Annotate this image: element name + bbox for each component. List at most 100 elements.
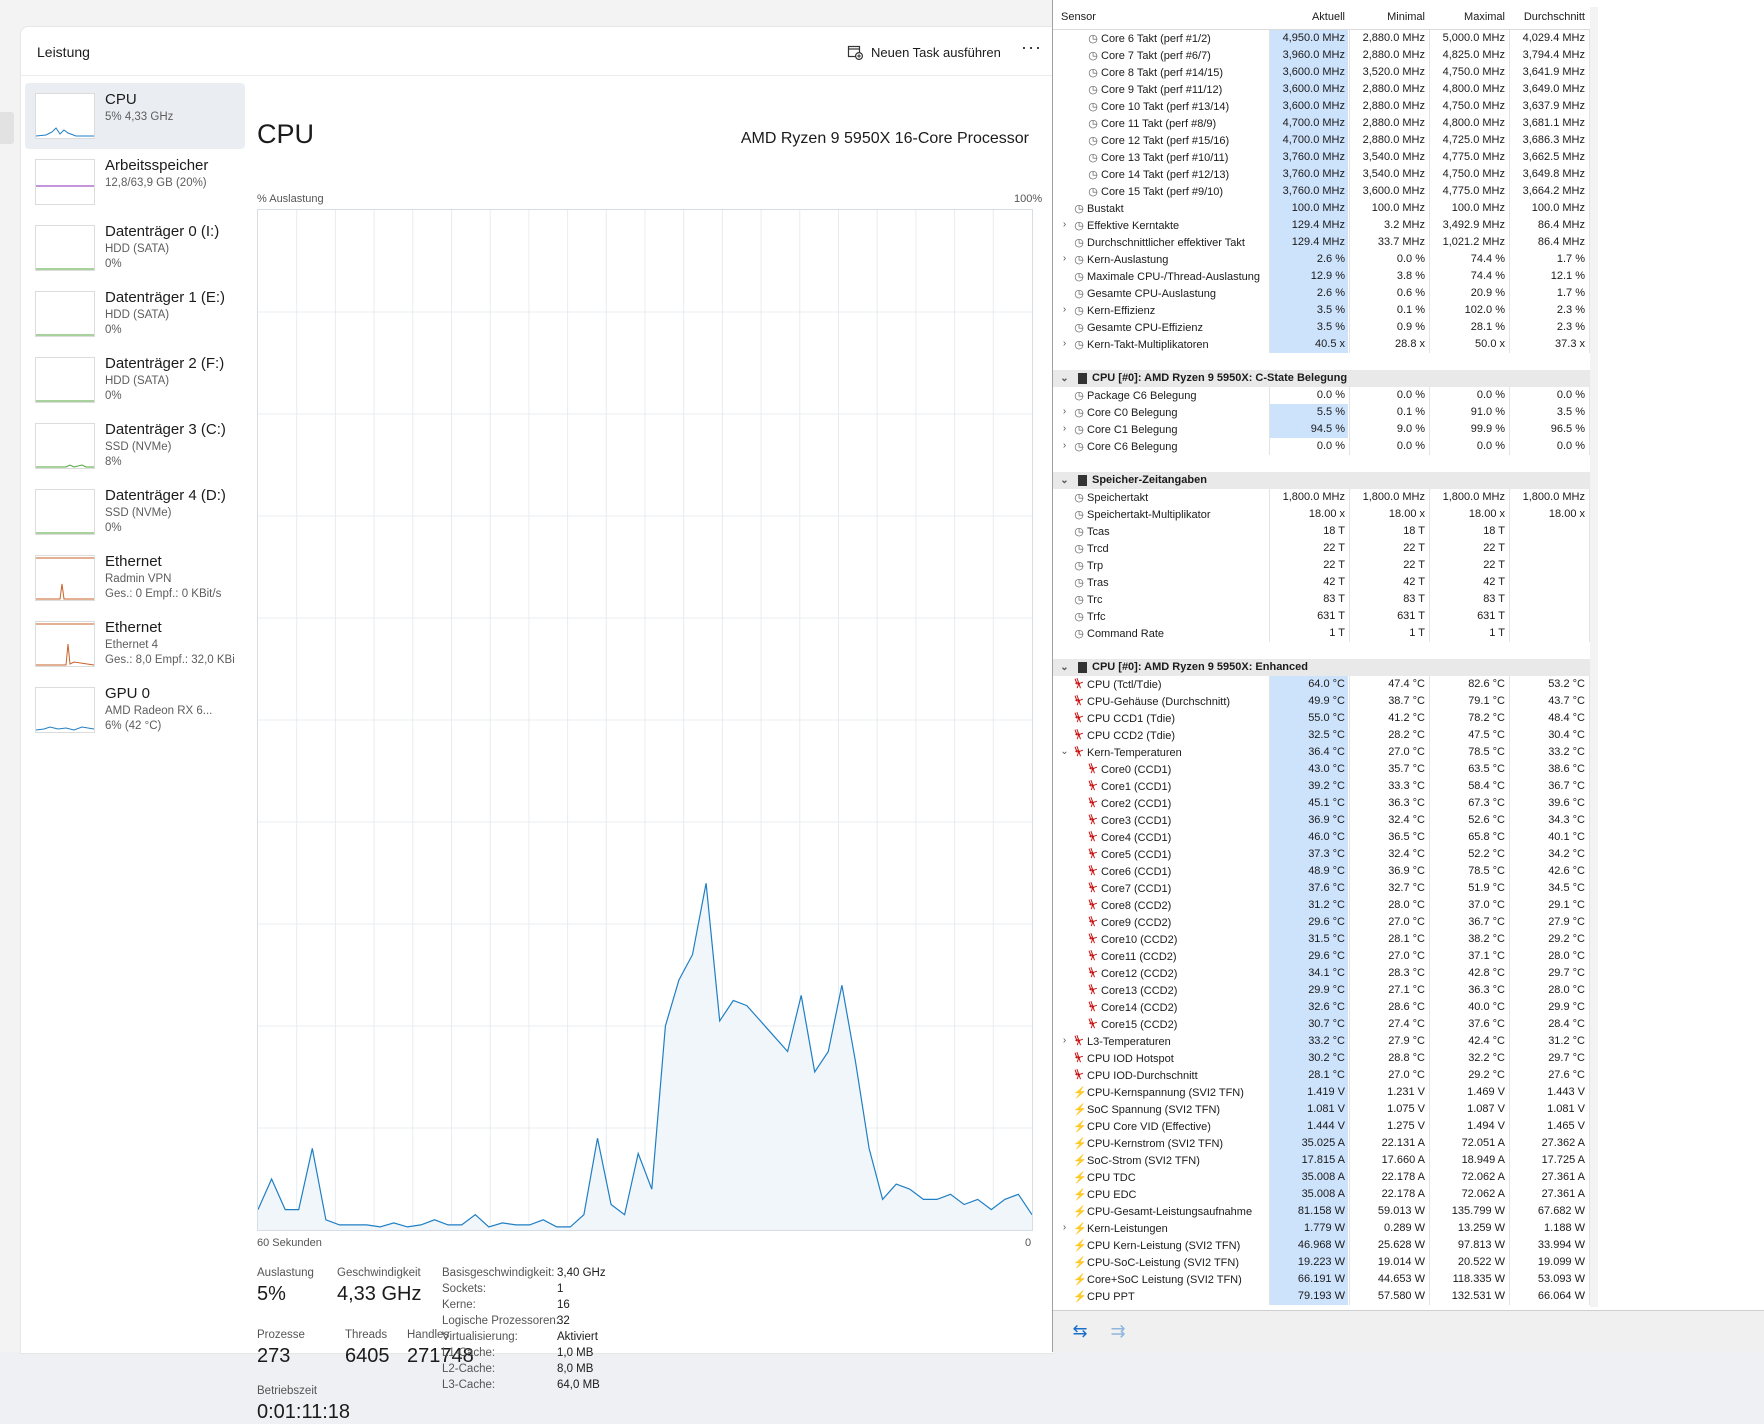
sensor-row[interactable]: › ◷ Kern-Auslastung 2.6 % 0.0 % 74.4 % 1.7 % xyxy=(1053,251,1590,268)
next-layout-button[interactable]: ⇉ xyxy=(1110,1321,1126,1341)
sensor-row[interactable]: ⚡ CPU Kern-Leistung (SVI2 TFN) 46.968 W 25.… xyxy=(1053,1237,1590,1254)
sensor-row[interactable]: ◷ Speichertakt 1,800.0 MHz 1,800.0 MHz 1,800… xyxy=(1053,489,1590,506)
col-avg[interactable]: Durchschnitt xyxy=(1523,11,1585,23)
device-item[interactable]: GPU 0 AMD Radeon RX 6... 6% (42 °C) xyxy=(25,677,245,743)
expand-chevron-icon[interactable]: › xyxy=(1062,440,1067,451)
sensor-row[interactable]: ◷ Tras 42 T 42 T 42 T xyxy=(1053,574,1590,591)
device-item[interactable]: Datenträger 3 (C:) SSD (NVMe) 8% xyxy=(25,413,245,479)
collapse-chevron-icon[interactable]: ⌄ xyxy=(1060,372,1069,384)
sensor-row[interactable]: ◷ Gesamte CPU-Auslastung 2.6 % 0.6 % 20.9 % 1… xyxy=(1053,285,1590,302)
sensor-row[interactable]: › ◷ Core C0 Belegung 5.5 % 0.1 % 91.0 % 3.5 % xyxy=(1053,404,1590,421)
device-item[interactable]: Datenträger 0 (I:) HDD (SATA) 0% xyxy=(25,215,245,281)
sensor-row[interactable]: ◷ Trcd 22 T 22 T 22 T xyxy=(1053,540,1590,557)
sensor-row[interactable]: ⏧ CPU CCD2 (Tdie) 32.5 °C 28.2 °C 47.5 °C 30.… xyxy=(1053,727,1590,744)
sensor-row[interactable]: ◷ Core 14 Takt (perf #12/13) 3,760.0 MHz 3,… xyxy=(1053,166,1590,183)
sensor-row[interactable]: ⌄ ⏧ Kern-Temperaturen 36.4 °C 27.0 °C 78.5 °C… xyxy=(1053,744,1590,761)
sensor-row[interactable]: ⏧ Core1 (CCD1) 39.2 °C 33.3 °C 58.4 °C 36.7 °… xyxy=(1053,778,1590,795)
device-item[interactable]: CPU 5% 4,33 GHz xyxy=(25,83,245,149)
more-options-button[interactable]: ··· xyxy=(1021,37,1042,57)
sensor-row[interactable]: ⚡ CPU-Kernspannung (SVI2 TFN) 1.419 V 1.231… xyxy=(1053,1084,1590,1101)
sensor-row[interactable]: ⚡ CPU TDC 35.008 A 22.178 A 72.062 A 27.361 A xyxy=(1053,1169,1590,1186)
sensor-row[interactable]: ⏧ Core7 (CCD1) 37.6 °C 32.7 °C 51.9 °C 34.5 °… xyxy=(1053,880,1590,897)
sensor-row[interactable]: ⏧ CPU (Tctl/Tdie) 64.0 °C 47.4 °C 82.6 °C 53.… xyxy=(1053,676,1590,693)
sensor-row[interactable]: ⏧ Core15 (CCD2) 30.7 °C 27.4 °C 37.6 °C 28.4 … xyxy=(1053,1016,1590,1033)
sensor-row[interactable]: ⏧ CPU-Gehäuse (Durchschnitt) 49.9 °C 38.7 °… xyxy=(1053,693,1590,710)
sensor-row[interactable]: ⏧ Core10 (CCD2) 31.5 °C 28.1 °C 38.2 °C 29.2 … xyxy=(1053,931,1590,948)
sensor-row[interactable]: ◷ Maximale CPU-/Thread-Auslastung 12.9 % 3.… xyxy=(1053,268,1590,285)
col-max[interactable]: Maximal xyxy=(1464,11,1505,23)
sensor-row[interactable]: ⚡ CPU Core VID (Effective) 1.444 V 1.275 V 1… xyxy=(1053,1118,1590,1135)
device-item[interactable]: Ethernet Radmin VPN Ges.: 0 Empf.: 0 KBit/… xyxy=(25,545,245,611)
sensor-row[interactable]: ⏧ Core13 (CCD2) 29.9 °C 27.1 °C 36.3 °C 28.0 … xyxy=(1053,982,1590,999)
sensor-group-header[interactable]: ⌄ Speicher-Zeitangaben xyxy=(1053,472,1590,489)
collapse-chevron-icon[interactable]: ⌄ xyxy=(1060,474,1069,486)
sensor-row[interactable]: ◷ Core 12 Takt (perf #15/16) 4,700.0 MHz 2,… xyxy=(1053,132,1590,149)
sensor-row[interactable]: ◷ Core 6 Takt (perf #1/2) 4,950.0 MHz 2,880… xyxy=(1053,30,1590,47)
sensor-row[interactable]: ◷ Core 8 Takt (perf #14/15) 3,600.0 MHz 3,5… xyxy=(1053,64,1590,81)
sensor-row[interactable]: ◷ Core 10 Takt (perf #13/14) 3,600.0 MHz 2,… xyxy=(1053,98,1590,115)
sensor-row[interactable]: ⚡ CPU-SoC-Leistung (SVI2 TFN) 19.223 W 19.0… xyxy=(1053,1254,1590,1271)
sensor-row[interactable]: ◷ Core 15 Takt (perf #9/10) 3,760.0 MHz 3,6… xyxy=(1053,183,1590,200)
sensor-row[interactable]: › ◷ Core C6 Belegung 0.0 % 0.0 % 0.0 % 0.0 % xyxy=(1053,438,1590,455)
expand-chevron-icon[interactable]: › xyxy=(1062,1035,1067,1046)
sensor-row[interactable]: ⚡ CPU-Kernstrom (SVI2 TFN) 35.025 A 22.131 … xyxy=(1053,1135,1590,1152)
col-min[interactable]: Minimal xyxy=(1387,11,1425,23)
sensor-row[interactable]: ⚡ SoC-Strom (SVI2 TFN) 17.815 A 17.660 A 18.… xyxy=(1053,1152,1590,1169)
expand-chevron-icon[interactable]: › xyxy=(1062,1222,1067,1233)
expand-chevron-icon[interactable]: › xyxy=(1062,219,1067,230)
sensor-row[interactable]: ◷ Trp 22 T 22 T 22 T xyxy=(1053,557,1590,574)
sensor-group-header[interactable]: ⌄ CPU [#0]: AMD Ryzen 9 5950X: C-State Be… xyxy=(1053,370,1590,387)
sensor-row[interactable]: ⏧ Core5 (CCD1) 37.3 °C 32.4 °C 52.2 °C 34.2 °… xyxy=(1053,846,1590,863)
sensor-row[interactable]: ◷ Package C6 Belegung 0.0 % 0.0 % 0.0 % 0.0 % xyxy=(1053,387,1590,404)
sensor-row[interactable]: ⚡ CPU EDC 35.008 A 22.178 A 72.062 A 27.361 A xyxy=(1053,1186,1590,1203)
sensor-row[interactable]: › ◷ Kern-Takt-Multiplikatoren 40.5 x 28.8 x 5… xyxy=(1053,336,1590,353)
sensor-row[interactable]: ⏧ Core0 (CCD1) 43.0 °C 35.7 °C 63.5 °C 38.6 °… xyxy=(1053,761,1590,778)
sensor-row[interactable]: ⏧ CPU IOD-Durchschnitt 28.1 °C 27.0 °C 29.2 … xyxy=(1053,1067,1590,1084)
sensor-row[interactable]: ⏧ Core14 (CCD2) 32.6 °C 28.6 °C 40.0 °C 29.9 … xyxy=(1053,999,1590,1016)
expand-chevron-icon[interactable]: › xyxy=(1062,423,1067,434)
vertical-scrollbar[interactable] xyxy=(1590,7,1598,1307)
sensor-row[interactable]: ⏧ Core8 (CCD2) 31.2 °C 28.0 °C 37.0 °C 29.1 °… xyxy=(1053,897,1590,914)
sensor-row[interactable]: ⏧ Core9 (CCD2) 29.6 °C 27.0 °C 36.7 °C 27.9 °… xyxy=(1053,914,1590,931)
sensor-row[interactable]: › ⚡ Kern-Leistungen 1.779 W 0.289 W 13.259 W 1… xyxy=(1053,1220,1590,1237)
sensor-row[interactable]: › ⏧ L3-Temperaturen 33.2 °C 27.9 °C 42.4 °C 31… xyxy=(1053,1033,1590,1050)
collapse-chevron-icon[interactable]: ⌄ xyxy=(1060,661,1069,673)
sensor-row[interactable]: ⏧ Core12 (CCD2) 34.1 °C 28.3 °C 42.8 °C 29.7 … xyxy=(1053,965,1590,982)
sensor-row[interactable]: › ◷ Core C1 Belegung 94.5 % 9.0 % 99.9 % 96.5 … xyxy=(1053,421,1590,438)
sensor-row[interactable]: ⏧ Core6 (CCD1) 48.9 °C 36.9 °C 78.5 °C 42.6 °… xyxy=(1053,863,1590,880)
sensor-row[interactable]: › ◷ Kern-Effizienz 3.5 % 0.1 % 102.0 % 2.3 % xyxy=(1053,302,1590,319)
device-item[interactable]: Ethernet Ethernet 4 Ges.: 8,0 Empf.: 32,0 … xyxy=(25,611,245,677)
sensor-row[interactable]: ◷ Durchschnittlicher effektiver Takt 129.4… xyxy=(1053,234,1590,251)
device-item[interactable]: Datenträger 4 (D:) SSD (NVMe) 0% xyxy=(25,479,245,545)
sensor-row[interactable]: ◷ Core 13 Takt (perf #10/11) 3,760.0 MHz 3,… xyxy=(1053,149,1590,166)
expand-chevron-icon[interactable]: › xyxy=(1062,406,1067,417)
sensor-row[interactable]: ◷ Gesamte CPU-Effizienz 3.5 % 0.9 % 28.1 % 2.… xyxy=(1053,319,1590,336)
sensor-row[interactable]: ⏧ Core11 (CCD2) 29.6 °C 27.0 °C 37.1 °C 28.0 … xyxy=(1053,948,1590,965)
sensor-row[interactable]: ◷ Speichertakt-Multiplikator 18.00 x 18.00 … xyxy=(1053,506,1590,523)
device-item[interactable]: Arbeitsspeicher 12,8/63,9 GB (20%) xyxy=(25,149,245,215)
sensor-row[interactable]: ⏧ CPU IOD Hotspot 30.2 °C 28.8 °C 32.2 °C 29.… xyxy=(1053,1050,1590,1067)
sensor-row[interactable]: ◷ Trc 83 T 83 T 83 T xyxy=(1053,591,1590,608)
collapse-expand-button[interactable]: ⇆ xyxy=(1072,1321,1088,1341)
sensor-row[interactable]: ⏧ Core3 (CCD1) 36.9 °C 32.4 °C 52.6 °C 34.3 °… xyxy=(1053,812,1590,829)
sensor-row[interactable]: ◷ Bustakt 100.0 MHz 100.0 MHz 100.0 MHz 100.0… xyxy=(1053,200,1590,217)
nav-selected-tab[interactable] xyxy=(0,112,14,144)
sensor-row[interactable]: ⏧ Core2 (CCD1) 45.1 °C 36.3 °C 67.3 °C 39.6 °… xyxy=(1053,795,1590,812)
expand-chevron-icon[interactable]: › xyxy=(1062,304,1067,315)
sensor-row[interactable]: ⚡ CPU-Gesamt-Leistungsaufnahme 81.158 W 59.… xyxy=(1053,1203,1590,1220)
expand-chevron-icon[interactable]: › xyxy=(1062,338,1067,349)
sensor-row[interactable]: ◷ Core 11 Takt (perf #8/9) 4,700.0 MHz 2,88… xyxy=(1053,115,1590,132)
sensor-row[interactable]: ⚡ Core+SoC Leistung (SVI2 TFN) 66.191 W 44.… xyxy=(1053,1271,1590,1288)
col-sensor[interactable]: Sensor xyxy=(1061,11,1096,23)
sensor-row[interactable]: ◷ Core 7 Takt (perf #6/7) 3,960.0 MHz 2,880… xyxy=(1053,47,1590,64)
run-new-task-button[interactable]: Neuen Task ausführen xyxy=(847,41,1001,63)
sensor-row[interactable]: ⏧ Core4 (CCD1) 46.0 °C 36.5 °C 65.8 °C 40.1 °… xyxy=(1053,829,1590,846)
sensor-row[interactable]: ⏧ CPU CCD1 (Tdie) 55.0 °C 41.2 °C 78.2 °C 48.… xyxy=(1053,710,1590,727)
sensor-row[interactable]: ◷ Core 9 Takt (perf #11/12) 3,600.0 MHz 2,8… xyxy=(1053,81,1590,98)
device-item[interactable]: Datenträger 2 (F:) HDD (SATA) 0% xyxy=(25,347,245,413)
sensor-row[interactable]: › ◷ Effektive Kerntakte 129.4 MHz 3.2 MHz 3,4… xyxy=(1053,217,1590,234)
col-current[interactable]: Aktuell xyxy=(1311,11,1345,23)
device-item[interactable]: Datenträger 1 (E:) HDD (SATA) 0% xyxy=(25,281,245,347)
sensor-group-header[interactable]: ⌄ CPU [#0]: AMD Ryzen 9 5950X: Enhanced xyxy=(1053,659,1590,676)
sensor-row[interactable]: ⚡ SoC Spannung (SVI2 TFN) 1.081 V 1.075 V 1.… xyxy=(1053,1101,1590,1118)
